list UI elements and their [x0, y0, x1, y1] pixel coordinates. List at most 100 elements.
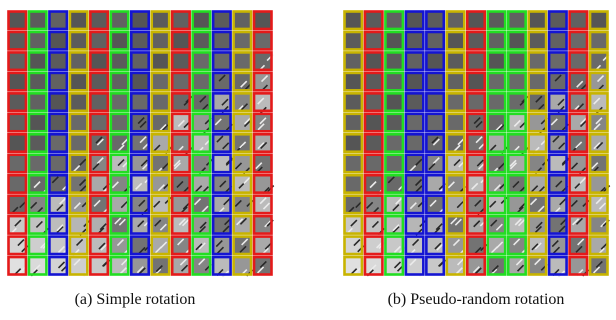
patch-cell	[191, 153, 214, 175]
patch-cell	[343, 132, 364, 154]
patch-cell	[363, 71, 384, 92]
patch-cell	[568, 30, 589, 51]
patch-cell	[527, 51, 548, 72]
patch-cell	[568, 10, 589, 31]
patch-cell	[252, 235, 273, 256]
patch-cell	[506, 153, 527, 174]
patch-cell	[547, 153, 569, 174]
figure-b-caption: (b) Pseudo-random rotation	[387, 291, 565, 308]
patch-cell	[129, 112, 151, 133]
patch-cell	[109, 112, 130, 133]
patch-cell	[547, 71, 570, 94]
patch-cell	[191, 10, 212, 31]
patch-cell	[568, 214, 589, 235]
patch-cell	[211, 71, 234, 94]
patch-cell	[363, 92, 384, 113]
patch-cell	[588, 173, 611, 195]
patch-cell	[27, 235, 50, 256]
patch-cell	[232, 30, 253, 51]
patch-cell	[486, 214, 507, 235]
patch-cell	[68, 92, 89, 113]
patch-cell	[211, 255, 232, 278]
patch-cell	[27, 214, 49, 235]
patch-cell	[27, 132, 48, 154]
patch-cell	[27, 30, 48, 51]
patch-cell	[465, 71, 487, 92]
patch-cell	[68, 51, 89, 72]
patch-cell	[252, 153, 273, 174]
patch-cell	[425, 194, 446, 215]
patch-cell	[150, 132, 173, 154]
patch-cell	[27, 255, 48, 277]
patch-cell	[363, 132, 384, 154]
patch-cell	[527, 92, 548, 113]
patch-cell	[588, 132, 609, 154]
patch-cell	[588, 255, 609, 276]
patch-cell	[129, 30, 151, 51]
patch-cell	[384, 153, 405, 174]
patch-cell	[89, 30, 110, 51]
patch-cell	[343, 112, 364, 133]
patch-cell	[445, 71, 466, 92]
patch-cell	[7, 30, 28, 51]
patch-cell	[384, 235, 406, 256]
patch-cell	[211, 194, 232, 215]
patch-cell	[425, 71, 446, 92]
patch-cell	[150, 51, 171, 72]
patch-cell	[109, 255, 130, 276]
patch-cell	[527, 173, 548, 194]
patch-cell	[68, 194, 89, 215]
patch-cell	[506, 10, 527, 31]
patch-cell	[170, 214, 191, 235]
patch-cell	[27, 71, 48, 92]
patch-cell	[48, 92, 69, 113]
patch-cell	[425, 30, 446, 51]
patch-cell	[568, 255, 590, 277]
patch-cell	[170, 30, 191, 51]
patch-cell	[252, 30, 273, 51]
patch-cell	[486, 10, 507, 31]
patch-cell	[343, 214, 364, 235]
patch-cell	[527, 71, 548, 92]
patch-cell	[191, 92, 212, 113]
patch-cell	[27, 112, 48, 133]
patch-cell	[68, 71, 89, 92]
patch-cell	[252, 194, 273, 215]
patch-cell	[425, 112, 446, 133]
patch-cell	[191, 132, 212, 154]
patch-cell	[129, 92, 151, 113]
patch-cell	[547, 235, 568, 256]
patch-cell	[89, 214, 110, 235]
patch-cell	[191, 194, 212, 215]
patch-cell	[465, 255, 487, 276]
patch-cell	[109, 132, 130, 154]
patch-cell	[191, 30, 212, 51]
patch-cell	[425, 153, 446, 174]
patch-cell	[384, 214, 405, 235]
patch-cell	[465, 132, 487, 154]
patch-cell	[588, 235, 609, 256]
patch-cell	[109, 51, 130, 72]
patch-cell	[425, 255, 447, 276]
patch-cell	[547, 10, 568, 31]
patch-cell	[384, 255, 405, 276]
patch-cell	[89, 51, 110, 72]
patch-cell	[109, 92, 130, 113]
patch-cell	[48, 255, 69, 276]
patch-cell	[211, 10, 232, 31]
patch-cell	[89, 255, 111, 276]
patch-cell	[588, 194, 609, 215]
patch-cell	[363, 153, 384, 174]
patch-cell	[89, 194, 110, 215]
patch-cell	[588, 51, 610, 72]
patch-cell	[68, 10, 89, 31]
patch-cell	[404, 255, 427, 277]
patch-cell	[211, 235, 232, 256]
patch-cell	[343, 71, 364, 92]
patch-cell	[7, 255, 28, 276]
patch-cell	[363, 51, 384, 72]
patch-cell	[211, 153, 233, 174]
patch-cell	[170, 173, 191, 194]
patch-cell	[404, 235, 425, 257]
patch-cell	[170, 132, 193, 155]
